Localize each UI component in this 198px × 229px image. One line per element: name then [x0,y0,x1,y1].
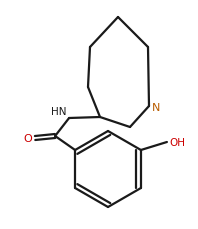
Text: N: N [152,103,160,112]
Text: HN: HN [51,106,66,117]
Text: OH: OH [169,137,185,147]
Text: O: O [23,134,32,143]
